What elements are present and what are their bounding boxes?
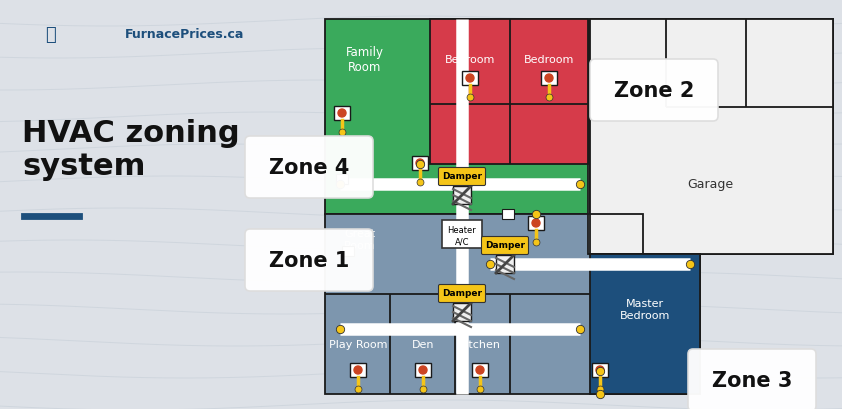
Circle shape	[545, 75, 553, 83]
Text: Damper: Damper	[485, 241, 525, 250]
Bar	[462, 72, 478, 86]
Circle shape	[466, 75, 474, 83]
Text: FurnacePrices.ca: FurnacePrices.ca	[125, 29, 244, 41]
Bar	[453, 303, 471, 321]
FancyBboxPatch shape	[245, 229, 373, 291]
Polygon shape	[590, 254, 700, 394]
Bar	[496, 255, 514, 273]
Text: Bedroom: Bedroom	[445, 55, 495, 65]
Text: 🍁: 🍁	[45, 26, 56, 44]
Text: Zone 3: Zone 3	[711, 370, 792, 390]
Bar	[334, 107, 350, 121]
Bar	[350, 363, 366, 377]
Text: Play Room: Play Room	[328, 339, 387, 349]
Polygon shape	[590, 20, 833, 254]
Text: Heater: Heater	[448, 226, 477, 235]
Circle shape	[354, 366, 362, 374]
Polygon shape	[325, 214, 700, 394]
Circle shape	[338, 110, 346, 118]
FancyBboxPatch shape	[245, 137, 373, 198]
Bar	[472, 363, 488, 377]
Text: A/C: A/C	[455, 237, 469, 246]
Text: Zone 4: Zone 4	[269, 157, 349, 178]
Circle shape	[532, 220, 540, 227]
Polygon shape	[325, 20, 588, 214]
Bar	[528, 216, 544, 230]
Circle shape	[419, 366, 427, 374]
FancyBboxPatch shape	[590, 60, 718, 122]
Text: Garage: Garage	[687, 178, 733, 191]
Text: Damper: Damper	[442, 172, 482, 181]
Bar	[336, 175, 348, 184]
Bar	[746, 20, 833, 108]
Polygon shape	[430, 20, 588, 164]
Bar	[502, 209, 514, 220]
Text: Den: Den	[412, 339, 434, 349]
Bar	[342, 246, 354, 256]
Bar	[442, 220, 482, 248]
Text: Zone 1: Zone 1	[269, 250, 349, 270]
Text: Master
Bedroom: Master Bedroom	[620, 299, 670, 320]
Circle shape	[416, 160, 424, 168]
Circle shape	[476, 366, 484, 374]
Bar	[415, 363, 431, 377]
Bar	[590, 20, 833, 254]
Text: Kitchen: Kitchen	[459, 339, 501, 349]
Text: HVAC zoning
system: HVAC zoning system	[22, 119, 240, 180]
Bar	[666, 20, 746, 108]
Bar	[541, 72, 557, 86]
FancyBboxPatch shape	[439, 168, 486, 186]
FancyBboxPatch shape	[688, 349, 816, 409]
Bar	[453, 187, 471, 204]
Text: Family
Room: Family Room	[346, 46, 384, 74]
Bar	[592, 363, 608, 377]
Text: Damper: Damper	[442, 289, 482, 298]
Text: Zone 2: Zone 2	[614, 81, 694, 101]
FancyBboxPatch shape	[439, 285, 486, 303]
Bar	[412, 157, 428, 171]
Circle shape	[596, 366, 604, 374]
Text: Bedroom: Bedroom	[524, 55, 574, 65]
Text: Great
Room: Great Room	[344, 229, 376, 250]
Bar	[22, 214, 82, 220]
FancyBboxPatch shape	[482, 237, 529, 255]
